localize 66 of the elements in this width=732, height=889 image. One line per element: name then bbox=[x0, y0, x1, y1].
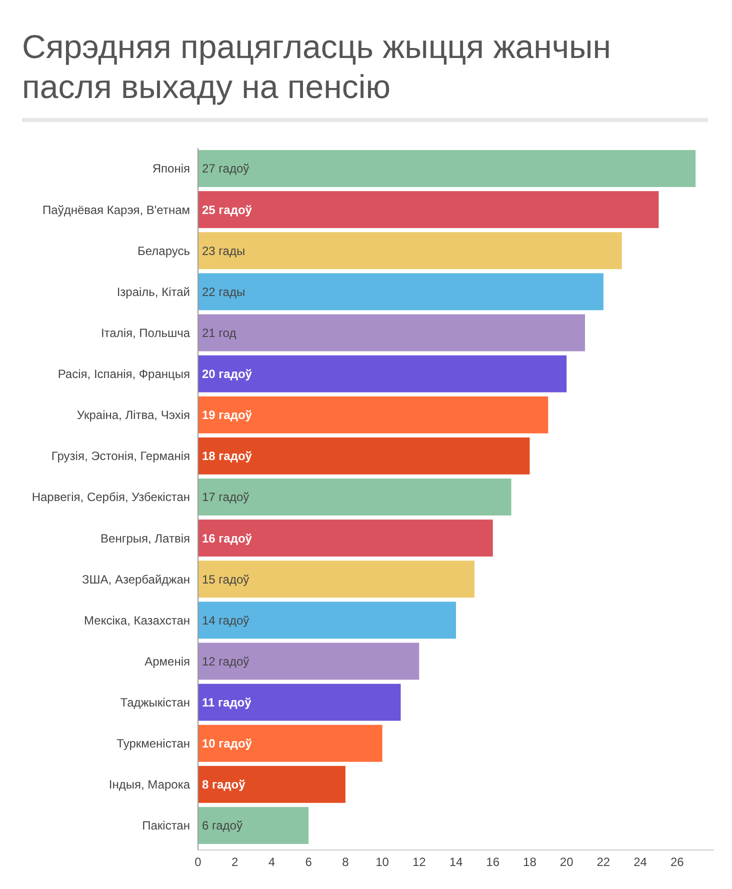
y-tick-label: Японія bbox=[152, 162, 190, 176]
data-label: 11 гадоў bbox=[202, 695, 252, 710]
x-tick-label: 26 bbox=[670, 855, 684, 869]
data-label: 21 год bbox=[202, 326, 236, 340]
x-tick-label: 18 bbox=[523, 855, 537, 869]
y-tick-label: Туркменістан bbox=[116, 736, 190, 751]
y-tick-label: Расія, Іспанія, Францыя bbox=[58, 367, 190, 382]
data-label: 25 гадоў bbox=[202, 202, 252, 217]
data-label: 20 гадоў bbox=[202, 367, 252, 382]
bar bbox=[198, 602, 456, 639]
y-tick-label: ЗША, Азербайджан bbox=[82, 572, 190, 586]
bar bbox=[198, 191, 659, 228]
data-label: 10 гадоў bbox=[202, 736, 252, 751]
bar bbox=[198, 642, 420, 680]
x-tick-label: 2 bbox=[232, 855, 239, 869]
x-tick-label: 14 bbox=[449, 855, 463, 869]
bar bbox=[198, 806, 309, 844]
data-label: 8 гадоў bbox=[202, 778, 246, 792]
x-tick-label: 10 bbox=[376, 855, 390, 869]
bar bbox=[198, 560, 474, 598]
data-label: 27 гадоў bbox=[202, 162, 250, 176]
bar bbox=[198, 150, 696, 188]
bar bbox=[198, 437, 530, 474]
y-tick-label: Паўднёвая Карэя, В'етнам bbox=[42, 202, 190, 217]
x-tick-label: 20 bbox=[560, 855, 574, 869]
y-tick-label: Ізраіль, Кітай bbox=[116, 284, 190, 299]
x-tick-label: 6 bbox=[305, 855, 312, 869]
data-label: 19 гадоў bbox=[202, 408, 252, 422]
data-label: 16 гадоў bbox=[202, 531, 252, 546]
y-tick-label: Украіна, Літва, Чэхія bbox=[76, 408, 190, 422]
y-tick-label: Нарвегія, Сербія, Узбекістан bbox=[32, 490, 190, 504]
bar bbox=[198, 724, 382, 762]
bar bbox=[198, 684, 401, 721]
y-tick-label: Пакістан bbox=[142, 818, 190, 833]
bar bbox=[198, 273, 604, 310]
y-tick-label: Мексіка, Казахстан bbox=[84, 613, 190, 628]
data-label: 14 гадоў bbox=[202, 613, 250, 628]
chart-title: Сярэдняя працягласць жыцця жанчын пасля выхаду на пенсію bbox=[22, 28, 612, 105]
data-label: 22 гады bbox=[202, 284, 246, 299]
y-tick-label: Грузія, Эстонія, Германія bbox=[51, 449, 190, 464]
bar bbox=[198, 766, 346, 803]
bar bbox=[198, 232, 622, 270]
x-tick-label: 24 bbox=[634, 855, 648, 869]
data-label: 18 гадоў bbox=[202, 449, 252, 464]
bar bbox=[198, 520, 493, 557]
bar bbox=[198, 478, 512, 516]
data-label: 15 гадоў bbox=[202, 572, 250, 586]
data-label: 17 гадоў bbox=[202, 490, 250, 504]
data-label: 23 гады bbox=[202, 244, 246, 258]
y-tick-label: Таджыкістан bbox=[120, 695, 190, 710]
y-tick-label: Арменія bbox=[144, 654, 190, 668]
x-tick-label: 22 bbox=[596, 855, 610, 869]
x-tick-label: 0 bbox=[194, 855, 202, 869]
bar bbox=[198, 396, 548, 434]
y-tick-label: Індыя, Марока bbox=[108, 778, 190, 792]
x-tick-label: 8 bbox=[342, 855, 350, 869]
x-tick-label: 16 bbox=[486, 855, 500, 869]
bar bbox=[198, 355, 567, 392]
x-tick-label: 4 bbox=[268, 855, 276, 869]
data-label: 12 гадоў bbox=[202, 654, 250, 668]
y-tick-label: Італія, Польшча bbox=[100, 326, 190, 340]
y-tick-label: Венгрыя, Латвія bbox=[100, 531, 190, 546]
y-tick-label: Беларусь bbox=[138, 244, 190, 258]
data-label: 6 гадоў bbox=[202, 818, 242, 833]
bar bbox=[198, 314, 585, 352]
x-tick-label: 12 bbox=[412, 855, 426, 869]
